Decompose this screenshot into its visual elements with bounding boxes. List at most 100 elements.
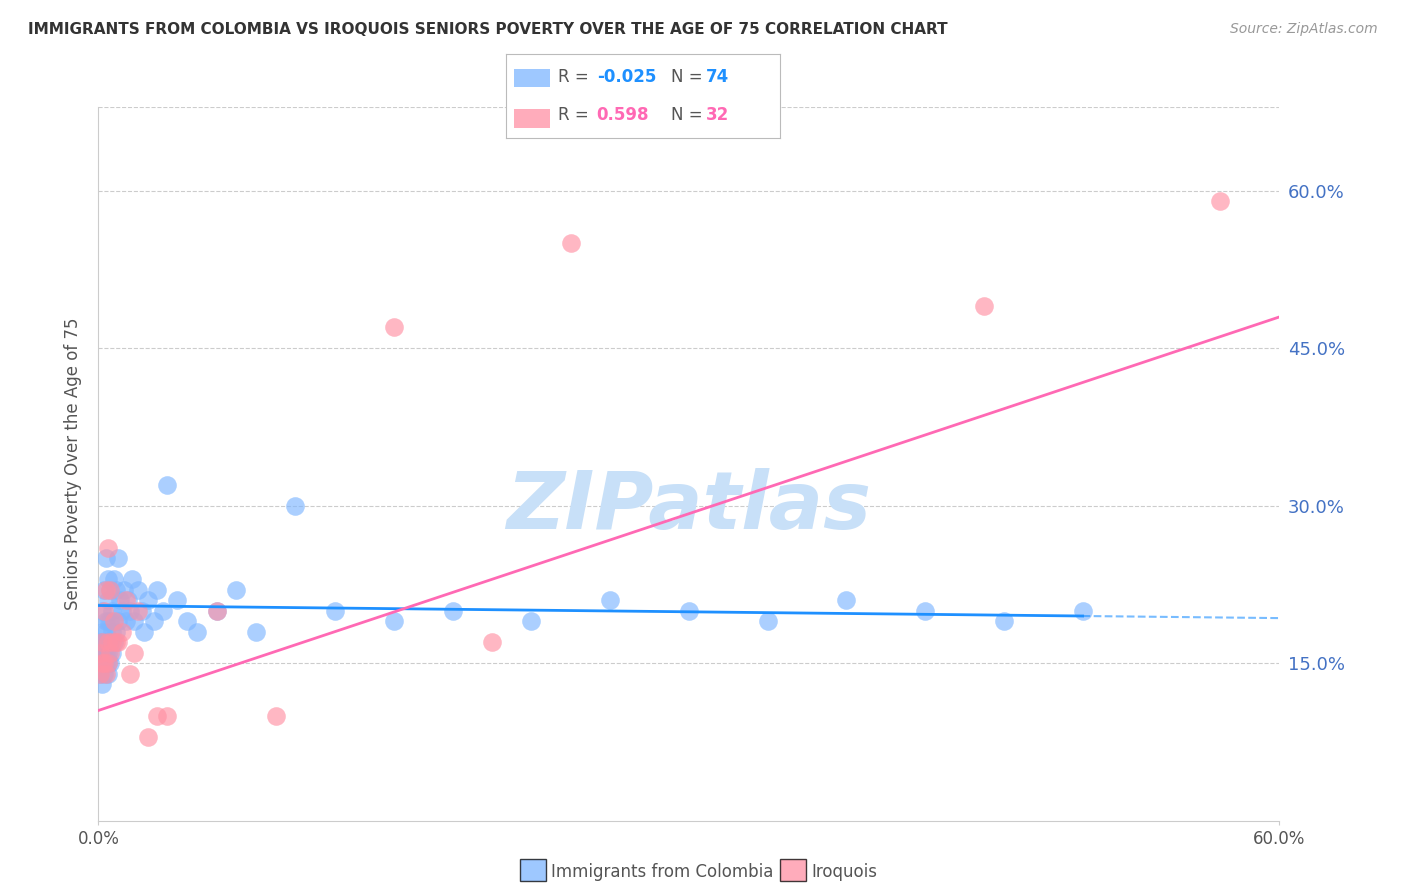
Point (520, 614, 543, 628)
Point (105, 635, 128, 649)
Point (96, 646, 118, 660)
Point (89, 666, 111, 681)
Point (107, 551, 129, 566)
Point (91, 657, 114, 671)
Point (97, 572, 120, 586)
Point (108, 593, 131, 607)
Point (96, 657, 118, 671)
Point (91, 677, 114, 691)
Point (91, 624, 114, 639)
Text: IMMIGRANTS FROM COLOMBIA VS IROQUOIS SENIORS POVERTY OVER THE AGE OF 75 CORRELAT: IMMIGRANTS FROM COLOMBIA VS IROQUOIS SEN… (28, 22, 948, 37)
Point (121, 572, 143, 586)
Point (91, 657, 114, 671)
Point (993, 614, 1015, 628)
Point (91, 646, 114, 660)
Point (122, 646, 145, 660)
Text: 0.598: 0.598 (596, 106, 650, 124)
Text: R =: R = (558, 69, 595, 87)
Point (1209, 194, 1232, 209)
Text: N =: N = (671, 69, 707, 87)
Point (96, 614, 118, 628)
Point (323, 604, 346, 618)
Point (111, 604, 134, 618)
Point (97, 666, 120, 681)
Point (599, 593, 621, 607)
Point (101, 624, 124, 639)
Point (382, 320, 405, 334)
Point (98, 582, 121, 597)
Point (91, 604, 114, 618)
Point (96, 582, 118, 597)
Point (835, 593, 858, 607)
Point (89, 657, 111, 671)
Point (89, 666, 111, 681)
Point (166, 593, 188, 607)
Point (245, 624, 267, 639)
Point (103, 572, 125, 586)
Point (105, 582, 128, 597)
Point (93, 657, 115, 671)
Point (101, 604, 124, 618)
Point (105, 624, 128, 639)
Point (98, 657, 121, 671)
Point (152, 604, 174, 618)
Point (93, 604, 115, 618)
Point (103, 635, 125, 649)
Point (115, 593, 138, 607)
Point (756, 614, 779, 628)
Point (284, 499, 307, 513)
Point (136, 593, 159, 607)
Point (97, 657, 120, 671)
Point (97, 593, 120, 607)
Point (441, 604, 464, 618)
Point (96, 666, 118, 681)
Point (97, 635, 120, 649)
Text: R =: R = (558, 106, 599, 124)
Point (97, 635, 120, 649)
Point (97, 646, 120, 660)
Bar (515, 110, 550, 128)
Point (97, 657, 120, 671)
Point (176, 614, 198, 628)
Point (146, 582, 169, 597)
Text: 32: 32 (706, 106, 730, 124)
Point (973, 300, 995, 314)
Point (914, 604, 936, 618)
Point (678, 604, 700, 618)
Text: Iroquois: Iroquois (811, 863, 877, 881)
Y-axis label: Seniors Poverty Over the Age of 75: Seniors Poverty Over the Age of 75 (65, 318, 83, 610)
Point (98, 614, 121, 628)
Point (225, 582, 247, 597)
Point (89, 646, 111, 660)
Point (103, 614, 125, 628)
Point (97, 614, 120, 628)
Point (101, 646, 124, 660)
Point (156, 478, 179, 492)
Text: N =: N = (671, 106, 707, 124)
Point (142, 614, 165, 628)
Text: -0.025: -0.025 (596, 69, 657, 87)
Point (127, 582, 149, 597)
Text: ZIPatlas: ZIPatlas (506, 467, 872, 546)
Point (97, 541, 120, 555)
Point (107, 635, 129, 649)
Point (93, 666, 115, 681)
Point (205, 604, 228, 618)
Point (89, 635, 111, 649)
Point (112, 582, 135, 597)
Point (156, 708, 179, 723)
Point (96, 624, 118, 639)
Point (111, 624, 134, 639)
Point (93, 582, 115, 597)
Point (1071, 604, 1094, 618)
Point (115, 614, 138, 628)
Point (89, 646, 111, 660)
Point (98, 635, 121, 649)
Text: Source: ZipAtlas.com: Source: ZipAtlas.com (1230, 22, 1378, 37)
Point (107, 614, 129, 628)
Point (91, 635, 114, 649)
Point (93, 657, 115, 671)
Point (131, 604, 153, 618)
Bar (515, 69, 550, 87)
Point (560, 236, 582, 251)
